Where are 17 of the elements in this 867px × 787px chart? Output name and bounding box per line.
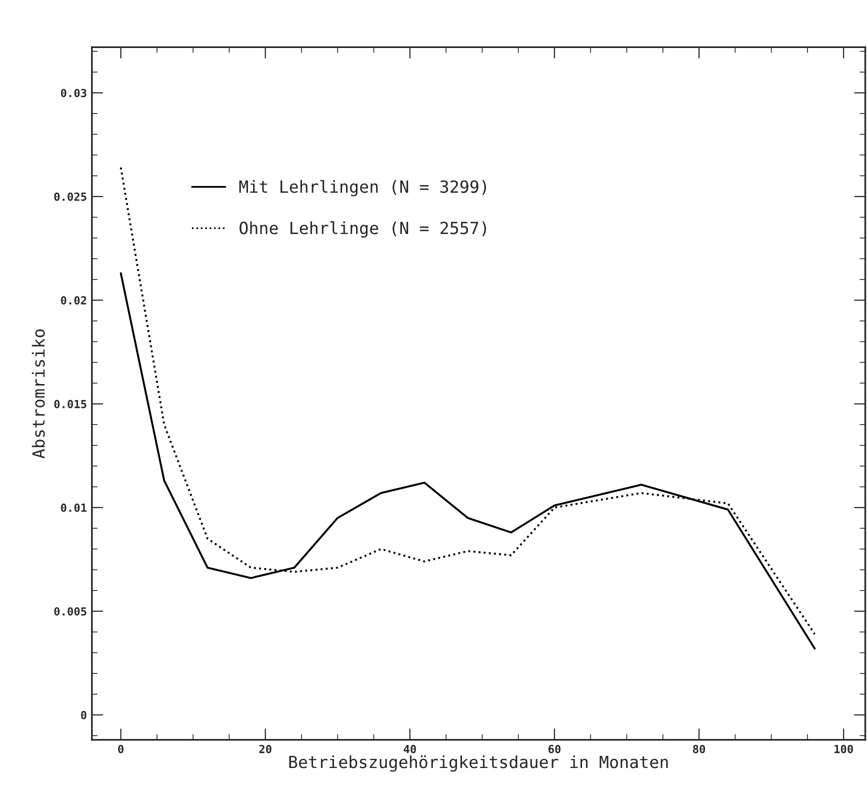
y-tick-label: 0.03 — [60, 88, 86, 98]
y-tick-label: 0.01 — [60, 504, 87, 512]
y-tick-label: 0 — [81, 710, 86, 720]
x-tick-label: 100 — [834, 744, 853, 754]
y-tick-label: 0.025 — [54, 192, 86, 201]
legend-label: Ohne Lehrlinge (N = 2557) — [240, 221, 486, 238]
y-tick-label: 0.005 — [54, 607, 86, 616]
x-tick-label: 40 — [404, 744, 416, 754]
legend-label: Mit Lehrlingen (N = 3299) — [239, 180, 486, 196]
x-tick-label: 80 — [693, 744, 706, 754]
y-tick-label: 0.015 — [54, 400, 86, 408]
x-axis-title: Betriebszugehörigkeitsdauer in Monaten — [289, 755, 668, 772]
y-axis-title: Abstromrisiko — [32, 329, 45, 458]
y-tick-label: 0.02 — [60, 296, 86, 305]
x-tick-label: 0 — [118, 744, 124, 754]
x-tick-label: 20 — [259, 744, 272, 754]
x-tick-label: 60 — [548, 744, 560, 754]
